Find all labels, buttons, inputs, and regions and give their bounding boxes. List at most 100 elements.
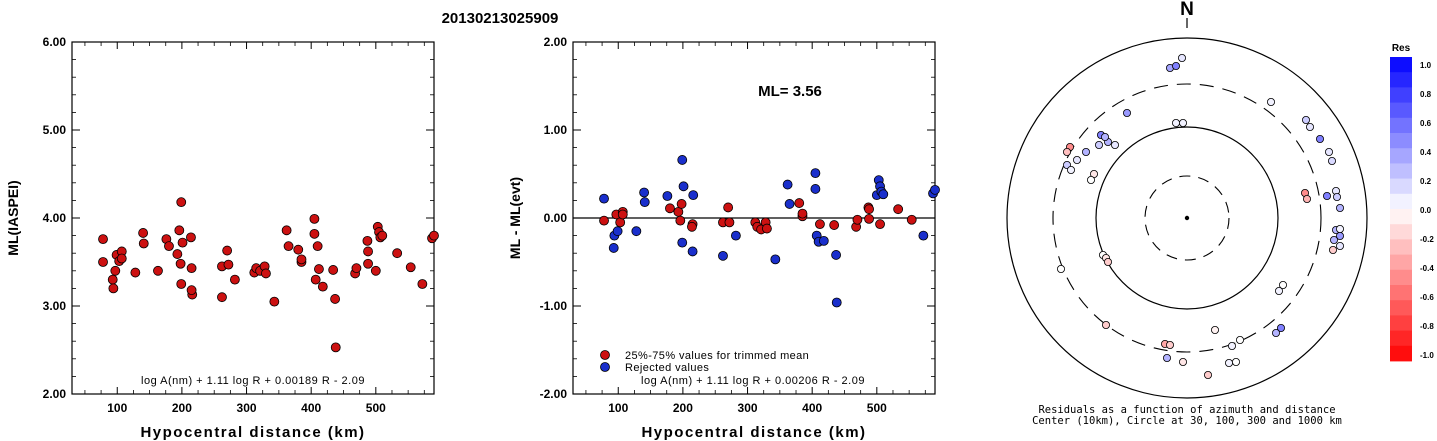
data-point: [309, 213, 320, 224]
colorbar-title: Res: [1392, 43, 1411, 54]
x-tick-label: 200: [172, 401, 192, 415]
colorbar-cell: [1390, 193, 1412, 210]
trimmed-point: [829, 220, 840, 230]
data-point: [312, 241, 323, 252]
station-residual-point: [1101, 132, 1110, 141]
data-point: [261, 268, 271, 279]
colorbar-label: 0.6: [1420, 119, 1432, 128]
station-residual-point: [1336, 224, 1345, 233]
y-tick-label: 0.00: [544, 211, 568, 225]
polar-caption-line2: Center (10km), Circle at 30, 100, 300 an…: [1032, 415, 1342, 427]
rejected-point: [608, 243, 619, 253]
station-residual-point: [1073, 155, 1082, 164]
y-tick-label: 4.00: [43, 211, 67, 225]
panel1-y-axis-label: ML(IASPEI): [5, 180, 21, 255]
colorbar-cell: [1390, 178, 1412, 195]
station-residual-point: [1328, 156, 1337, 165]
station-residual-point: [1104, 257, 1113, 266]
azimuth-distance-plot: N Residuals as a function of azimuth and…: [1006, 0, 1368, 427]
data-point: [310, 274, 321, 285]
station-residual-point: [1228, 341, 1237, 350]
colorbar-label: 0.4: [1420, 148, 1432, 157]
ml-value-label: ML= 3.56: [758, 83, 822, 100]
data-point: [314, 264, 324, 274]
trimmed-point: [875, 219, 885, 230]
colorbar-label: 0.8: [1420, 90, 1432, 99]
data-point: [177, 237, 188, 248]
colorbar-cell: [1390, 345, 1412, 362]
colorbar-label: -1.0: [1420, 351, 1434, 360]
colorbar-cell: [1390, 87, 1412, 103]
colorbar-cell: [1390, 72, 1412, 88]
x-tick-label: 500: [366, 401, 386, 415]
data-point: [98, 257, 108, 267]
north-label: N: [1180, 0, 1194, 20]
x-tick-label: 300: [237, 401, 257, 415]
y-tick-label: 3.00: [43, 299, 67, 313]
station-residual-point: [1057, 264, 1066, 273]
data-point: [108, 283, 119, 294]
rejected-point: [831, 297, 842, 308]
rejected-point: [784, 199, 795, 209]
data-point: [116, 253, 127, 264]
station-residual-point: [1178, 54, 1187, 63]
colorbar-cell: [1390, 133, 1412, 149]
data-point: [370, 265, 381, 276]
data-point: [98, 234, 108, 245]
rejected-point: [918, 230, 929, 241]
station-residual-point: [1102, 320, 1111, 329]
residual-vs-distance-panel: 100 200 300 400 500 -2.00 -1.00 0.00 1.00 2.00 ML…: [507, 35, 940, 441]
legend-label-trimmed: 25%-75% values for trimmed mean: [625, 350, 809, 362]
panel2-points: [599, 155, 940, 308]
trimmed-point: [617, 209, 628, 220]
colorbar-cell: [1390, 239, 1412, 255]
data-point: [296, 254, 307, 265]
data-point: [110, 265, 121, 276]
colorbar-cell: [1390, 209, 1412, 225]
data-point: [392, 248, 403, 259]
polar-points: [1057, 54, 1345, 379]
data-point: [309, 228, 320, 239]
ring-30km: [1144, 175, 1230, 261]
trimmed-point: [864, 213, 874, 224]
station-residual-point: [1172, 119, 1181, 128]
colorbar-cell: [1390, 269, 1412, 286]
y-tick-label: 2.00: [544, 35, 568, 49]
station-residual-point: [1166, 340, 1175, 349]
colorbar-cells: [1390, 57, 1412, 362]
station-residual-point: [1336, 203, 1345, 212]
trimmed-point: [675, 215, 686, 226]
colorbar-label: -0.4: [1420, 264, 1434, 273]
station-residual-point: [1302, 116, 1311, 125]
station-residual-point: [1316, 134, 1325, 143]
station-residual-point: [1236, 335, 1245, 344]
station-residual-point: [1123, 109, 1132, 118]
data-point: [293, 244, 304, 255]
rejected-point: [810, 168, 821, 179]
data-point: [317, 281, 328, 292]
rejected-point: [599, 193, 609, 204]
x-tick-label: 100: [608, 401, 628, 415]
data-point: [174, 225, 185, 236]
rejected-point: [631, 226, 642, 237]
station-residual-point: [1272, 328, 1281, 337]
data-point: [172, 249, 183, 259]
data-point: [351, 263, 362, 274]
data-point: [330, 294, 340, 304]
panel1-ticks: 100 200 300 400 500 2.00 3.00 4.00 5.00 6.00: [43, 35, 434, 415]
trimmed-point: [762, 223, 772, 234]
y-tick-label: -1.00: [540, 299, 568, 313]
colorbar-cell: [1390, 148, 1412, 164]
data-point: [176, 279, 187, 289]
y-tick-label: 6.00: [43, 35, 67, 49]
trimmed-point: [815, 219, 825, 230]
y-tick-label: 1.00: [544, 123, 568, 137]
rejected-point: [810, 184, 821, 194]
data-point: [186, 263, 197, 274]
y-tick-label: 2.00: [43, 387, 67, 401]
station-residual-point: [1336, 231, 1345, 240]
rejected-point: [687, 246, 698, 257]
colorbar-cell: [1390, 117, 1412, 134]
station-residual-point: [1306, 123, 1315, 132]
station-residual-point: [1063, 147, 1072, 156]
